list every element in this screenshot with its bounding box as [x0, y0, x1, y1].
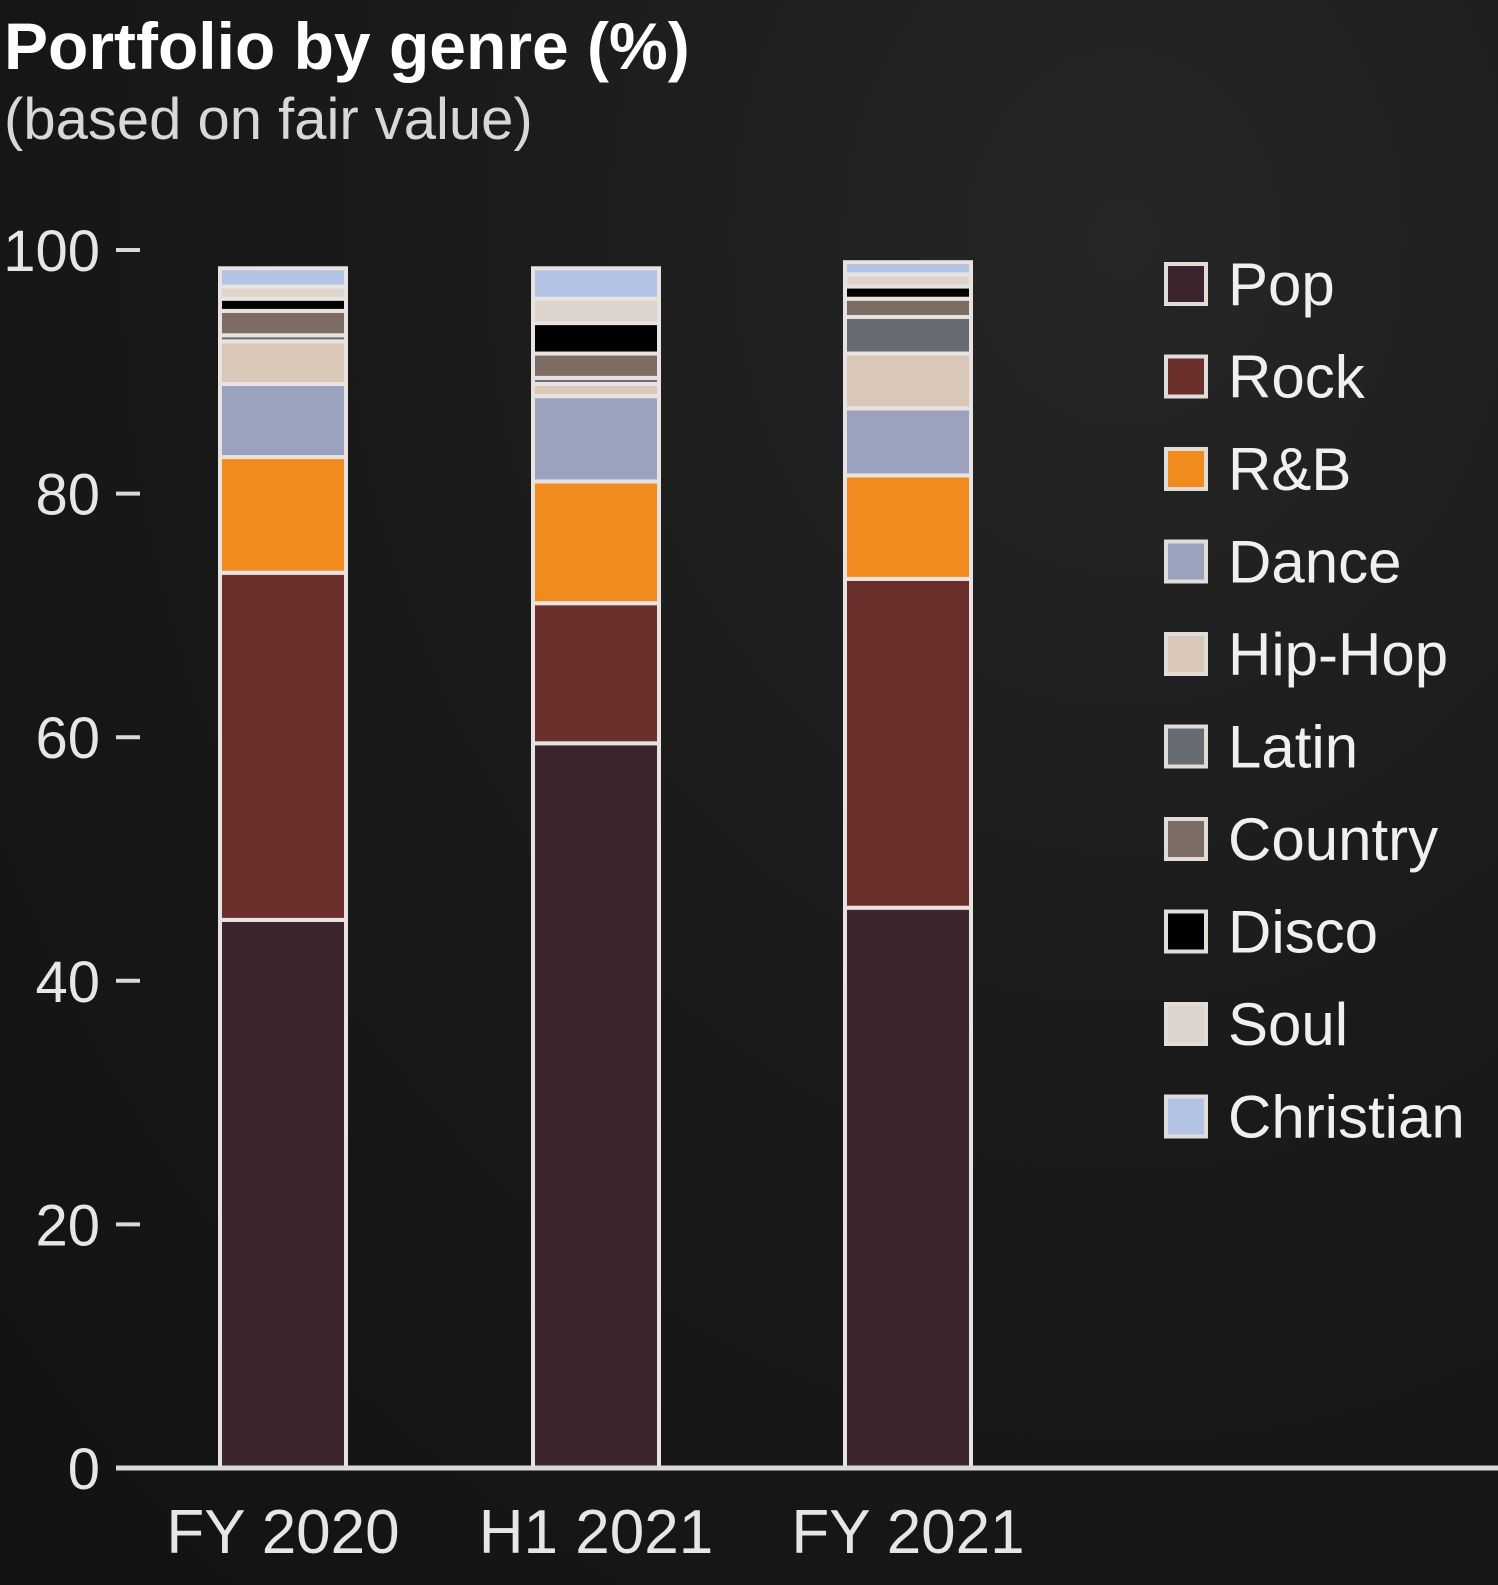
legend-item: Country — [1164, 806, 1438, 873]
bar-stack — [218, 266, 348, 1470]
legend-label: Dance — [1228, 529, 1401, 596]
legend-swatch — [1164, 354, 1208, 399]
legend-label: Pop — [1228, 251, 1335, 318]
legend-swatch — [1164, 539, 1208, 584]
bar-stack — [843, 260, 973, 1470]
bar-segment-country — [531, 351, 661, 380]
chart-title: Portfolio by genre (%) — [4, 9, 690, 83]
legend-swatch — [1164, 447, 1208, 491]
legend-swatch — [1164, 817, 1208, 861]
legend: Pop Rock R&B Dance Hip-Hop Latin Country Disco S… — [1164, 251, 1465, 1151]
legend-item: Soul — [1164, 991, 1348, 1058]
legend-label: R&B — [1228, 436, 1351, 503]
bar-segment-hip-hop — [218, 339, 348, 386]
legend-item: Pop — [1164, 251, 1335, 318]
x-category-label: FY 2020 — [166, 1498, 399, 1567]
y-axis: 0 20 40 60 80 100 — [3, 219, 140, 1502]
bar-segment-dance — [218, 381, 348, 460]
legend-label: Hip-Hop — [1228, 621, 1448, 688]
legend-swatch — [1164, 262, 1208, 306]
bar-segment-r-b — [843, 473, 973, 581]
legend-item: Rock — [1164, 344, 1366, 411]
legend-label: Rock — [1228, 344, 1366, 411]
bar-segment-dance — [843, 406, 973, 478]
bar-segment-christian — [531, 266, 661, 301]
legend-label: Christian — [1228, 1084, 1465, 1151]
bar-segment-christian — [843, 260, 973, 277]
bar-segment-latin — [843, 314, 973, 356]
bar-segment-country — [218, 308, 348, 338]
legend-item: R&B — [1164, 436, 1351, 503]
x-category-label: FY 2021 — [791, 1498, 1024, 1567]
bar-segment-rock — [843, 576, 973, 910]
legend-item: Disco — [1164, 899, 1378, 966]
bar-segment-r-b — [218, 455, 348, 575]
y-tick-label: 0 — [68, 1437, 100, 1502]
bar-group — [218, 260, 973, 1470]
legend-item: Christian — [1164, 1084, 1465, 1151]
legend-swatch — [1164, 632, 1208, 676]
x-category-label: H1 2021 — [479, 1498, 713, 1567]
bar-segment-soul — [531, 296, 661, 326]
y-tick-label: 80 — [35, 463, 100, 528]
bar-segment-rock — [531, 601, 661, 746]
bar-segment-hip-hop — [843, 351, 973, 411]
legend-label: Disco — [1228, 899, 1378, 966]
bar-segment-pop — [843, 905, 973, 1470]
legend-item: Latin — [1164, 714, 1358, 781]
x-axis: FY 2020 H1 2021 FY 2021 — [116, 1465, 1498, 1567]
legend-item: Dance — [1164, 529, 1401, 596]
bar-segment-pop — [218, 917, 348, 1470]
bar-stack — [531, 266, 661, 1470]
y-tick-label: 60 — [35, 706, 100, 771]
bar-segment-dance — [531, 394, 661, 484]
legend-swatch — [1164, 1002, 1208, 1046]
y-tick-label: 20 — [35, 1193, 100, 1258]
y-tick-label: 100 — [3, 219, 100, 284]
legend-swatch — [1164, 909, 1208, 954]
bar-segment-country — [843, 296, 973, 319]
y-tick-label: 40 — [35, 950, 100, 1015]
chart-subtitle: (based on fair value) — [4, 87, 533, 152]
bar-segment-christian — [218, 266, 348, 289]
bar-segment-rock — [218, 570, 348, 922]
legend-swatch — [1164, 724, 1208, 769]
legend-item: Hip-Hop — [1164, 621, 1448, 688]
legend-label: Soul — [1228, 991, 1348, 1058]
bar-segment-pop — [531, 741, 661, 1470]
legend-label: Latin — [1228, 714, 1358, 781]
legend-swatch — [1164, 1094, 1208, 1139]
legend-label: Country — [1228, 806, 1438, 873]
bar-segment-disco — [531, 321, 661, 356]
bar-segment-r-b — [531, 479, 661, 606]
